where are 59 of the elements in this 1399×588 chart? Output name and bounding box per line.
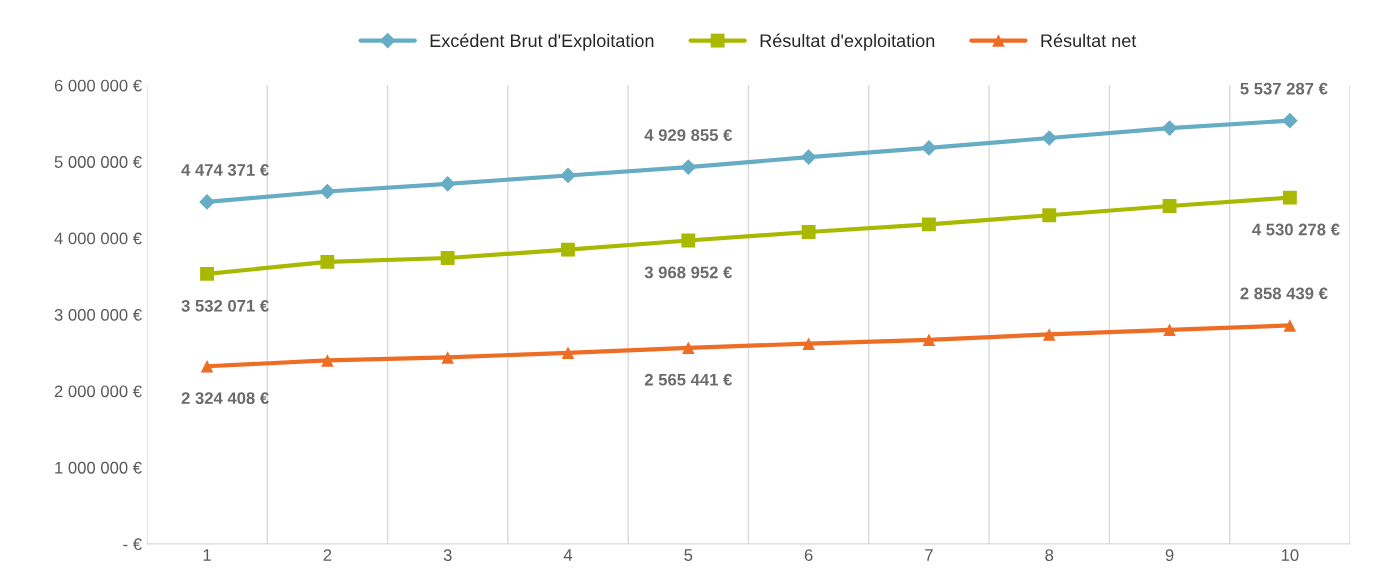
y-tick-label: 2 000 000 €	[54, 385, 142, 398]
data-label: 2 324 408 €	[181, 392, 269, 405]
point	[921, 217, 936, 232]
point	[1283, 319, 1297, 332]
x-tick-label: 1	[203, 549, 211, 561]
point	[1041, 130, 1058, 146]
data-label: 3 968 952 €	[644, 266, 733, 279]
point	[681, 233, 696, 248]
data-label: 2 858 439 €	[1240, 287, 1328, 300]
x-tick-label: 9	[1165, 549, 1174, 561]
data-label: 4 929 855 €	[644, 129, 733, 141]
point	[561, 346, 575, 360]
point	[319, 183, 336, 200]
x-tick-label: 5	[684, 549, 693, 561]
data-label: 3 532 071 €	[181, 299, 269, 312]
x-tick-label: 3	[443, 549, 452, 561]
y-tick-label: 1 000 000 €	[55, 461, 142, 474]
x-tick-label: 10	[1281, 549, 1299, 561]
point	[1282, 112, 1298, 129]
x-tick-label: 6	[804, 549, 813, 561]
x-tick-label: 4	[563, 549, 573, 561]
point	[682, 341, 695, 355]
point	[1163, 323, 1176, 337]
point	[200, 266, 214, 281]
point	[1162, 199, 1177, 213]
data-label: 5 537 287 €	[1240, 82, 1328, 95]
y-tick-label: 6 000 000 €	[54, 79, 142, 92]
point	[200, 359, 214, 373]
legend-label: Excédent Brut d'Exploitation	[430, 33, 654, 51]
point	[441, 351, 454, 364]
x-tick-label: 7	[925, 549, 933, 561]
point	[1042, 208, 1057, 223]
legend-label: Résultat net	[1041, 33, 1137, 48]
data-label: 2 565 441 €	[644, 373, 733, 386]
point	[801, 225, 816, 239]
y-tick-label: - €	[123, 538, 142, 551]
point	[440, 251, 455, 265]
point	[560, 167, 576, 184]
point	[1043, 328, 1056, 341]
data-label: 4 530 278 €	[1252, 223, 1340, 236]
point	[321, 354, 334, 367]
point	[921, 140, 937, 156]
point	[439, 176, 456, 192]
y-tick-label: 3 000 000 €	[54, 308, 142, 321]
legend-label: Résultat d'exploitation	[760, 33, 935, 51]
point	[320, 254, 335, 269]
x-tick-label: 8	[1045, 549, 1054, 561]
x-tick-label: 2	[323, 549, 332, 561]
point	[561, 242, 575, 257]
y-tick-label: 5 000 000 €	[54, 156, 142, 168]
point	[1282, 190, 1297, 205]
point	[802, 337, 815, 350]
y-tick-label: 4 000 000 €	[54, 232, 142, 245]
point	[199, 194, 215, 210]
point	[800, 149, 817, 165]
data-label: 4 474 371 €	[181, 164, 269, 176]
point	[680, 159, 697, 175]
point	[922, 333, 936, 347]
point	[1161, 120, 1178, 136]
